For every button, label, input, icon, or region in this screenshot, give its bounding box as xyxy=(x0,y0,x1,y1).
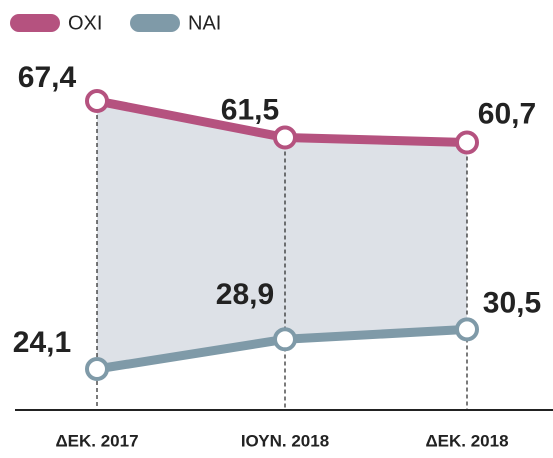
legend-swatch xyxy=(10,14,60,32)
legend-swatch xyxy=(130,14,180,32)
value-label: 30,5 xyxy=(483,286,541,319)
point-marker xyxy=(273,125,297,150)
value-label: 67,4 xyxy=(18,61,77,94)
legend-label: NAI xyxy=(188,12,221,34)
point-marker xyxy=(455,317,479,342)
point-marker xyxy=(85,89,109,113)
value-label: 60,7 xyxy=(478,97,536,130)
x-tick-label: ΔΕΚ. 2018 xyxy=(425,431,508,450)
point-marker xyxy=(273,327,297,352)
value-label: 24,1 xyxy=(13,326,71,359)
legend-label: OXI xyxy=(68,12,102,34)
x-tick-label: ΙΟΥΝ. 2018 xyxy=(241,431,329,450)
value-label: 28,9 xyxy=(216,278,274,311)
point-marker xyxy=(85,357,109,381)
area-between xyxy=(97,101,467,369)
value-label: 61,5 xyxy=(221,93,279,126)
point-marker xyxy=(455,130,479,155)
x-tick-label: ΔΕΚ. 2017 xyxy=(55,431,138,450)
